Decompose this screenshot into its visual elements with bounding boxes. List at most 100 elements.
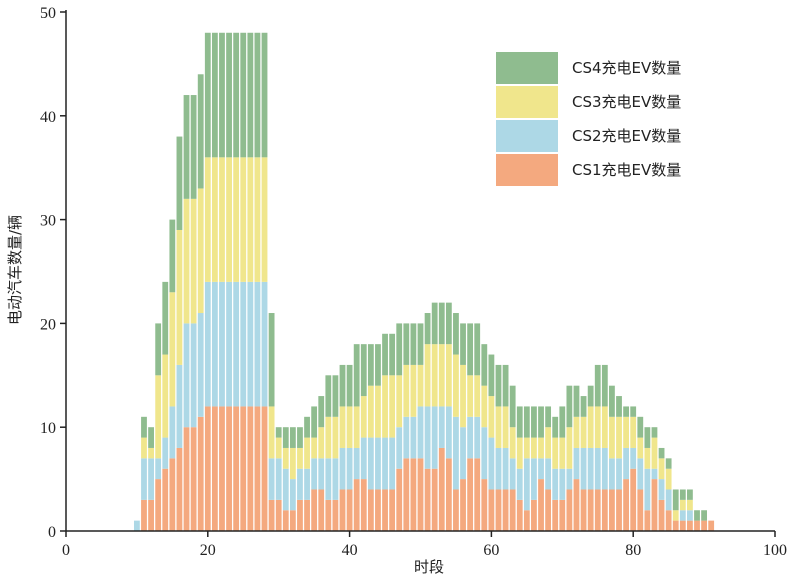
bar-cs2-x73 (580, 447, 587, 490)
bar-cs1-x57 (467, 458, 474, 531)
bar-cs2-x22 (219, 281, 225, 407)
bar-cs4-x34 (304, 416, 310, 438)
bar-cs4-x43 (367, 344, 374, 386)
bar-cs1-x62 (502, 489, 509, 531)
bar-cs2-x66 (531, 458, 537, 500)
bar-cs3-x54 (445, 344, 452, 407)
bar-cs2-x46 (389, 437, 396, 490)
bar-cs2-x45 (382, 437, 388, 490)
bar-cs3-x36 (318, 427, 325, 459)
bar-cs2-x70 (559, 468, 566, 500)
bar-cs3-x18 (190, 198, 197, 324)
bar-cs2-x48 (403, 416, 410, 459)
bar-cs4-x81 (637, 416, 644, 438)
bar-cs3-x65 (523, 437, 530, 459)
bar-cs1-x63 (509, 489, 516, 531)
x-tick-label: 0 (62, 542, 70, 559)
bar-cs4-x31 (282, 427, 289, 448)
bar-cs2-x26 (247, 281, 254, 407)
bar-cs4-x20 (204, 32, 211, 158)
bar-cs1-x33 (297, 499, 303, 531)
bar-cs2-x13 (155, 458, 162, 480)
bar-cs4-x65 (523, 406, 530, 438)
bar-cs3-x20 (204, 157, 211, 282)
bar-cs3-x57 (467, 375, 474, 417)
bar-cs3-x25 (240, 157, 247, 282)
bar-cs3-x82 (644, 447, 651, 469)
bar-cs4-x38 (332, 375, 339, 417)
bar-cs2-x41 (353, 447, 360, 480)
bar-cs2-x82 (644, 468, 651, 511)
bar-cs1-x68 (545, 489, 552, 531)
bar-cs2-x19 (197, 313, 204, 417)
bar-cs3-x74 (587, 406, 594, 448)
bar-cs1-x56 (460, 479, 466, 531)
bar-cs1-x16 (176, 447, 183, 531)
bar-cs4-x66 (531, 406, 537, 438)
bar-cs3-x11 (141, 437, 147, 459)
bar-cs1-x41 (353, 479, 360, 531)
bar-cs2-x79 (623, 447, 630, 480)
bar-cs1-x34 (304, 499, 310, 531)
bar-cs1-x40 (346, 489, 353, 531)
bar-cs4-x27 (254, 32, 261, 158)
bar-cs1-x91 (708, 520, 715, 531)
bar-cs3-x72 (573, 416, 580, 448)
bar-cs1-x32 (289, 510, 296, 531)
bar-cs2-x63 (509, 458, 516, 490)
bar-cs2-x51 (424, 406, 431, 469)
bar-cs1-x23 (226, 406, 232, 531)
bar-cs1-x46 (389, 489, 396, 531)
bar-cs4-x35 (311, 406, 318, 438)
bar-cs4-x49 (410, 323, 417, 365)
bar-cs3-x64 (516, 437, 523, 469)
bar-cs1-x60 (488, 489, 495, 531)
bar-cs2-x64 (516, 468, 523, 500)
bar-cs2-x77 (609, 458, 615, 490)
bar-cs1-x22 (219, 406, 225, 531)
bar-cs1-x15 (169, 458, 176, 531)
bar-cs3-x69 (552, 437, 559, 469)
legend: CS4充电EV数量 CS3充电EV数量 CS2充电EV数量 CS1充电EV数量 (496, 52, 681, 186)
bar-cs4-x51 (424, 313, 431, 345)
bar-cs3-x30 (275, 437, 282, 459)
bar-cs1-x44 (375, 489, 381, 531)
bar-cs3-x21 (211, 157, 218, 282)
bar-cs1-x72 (573, 479, 580, 531)
bar-cs4-x19 (197, 74, 204, 189)
bar-cs2-x24 (233, 281, 240, 407)
bar-cs4-x77 (609, 385, 615, 417)
bar-cs1-x83 (651, 479, 658, 531)
bar-cs4-x79 (623, 406, 630, 417)
bar-cs4-x28 (261, 32, 268, 158)
bar-cs2-x29 (268, 458, 275, 500)
bar-cs4-x45 (382, 333, 388, 376)
bar-cs3-x34 (304, 437, 310, 469)
x-tick-label: 40 (342, 542, 358, 559)
bar-cs1-x53 (438, 447, 445, 531)
bar-cs1-x69 (552, 499, 559, 531)
bar-cs1-x67 (538, 479, 544, 531)
bar-cs1-x89 (694, 520, 700, 531)
y-tick-label: 50 (40, 5, 56, 22)
bar-cs3-x68 (545, 427, 552, 459)
bar-cs1-x50 (417, 458, 424, 531)
bar-cs3-x62 (502, 406, 509, 448)
y-tick-label: 20 (40, 316, 56, 333)
bar-cs2-x27 (254, 281, 261, 407)
bar-cs3-x41 (353, 406, 360, 448)
bar-cs2-x11 (141, 458, 147, 500)
bar-cs3-x52 (431, 344, 438, 407)
bar-cs1-x11 (141, 499, 147, 531)
bar-cs3-x48 (403, 364, 410, 417)
bar-cs3-x31 (282, 447, 289, 469)
bar-cs1-x88 (687, 520, 693, 531)
bar-cs4-x76 (601, 364, 608, 407)
bar-cs4-x58 (474, 323, 481, 376)
bar-cs2-x88 (687, 510, 693, 521)
bar-cs3-x61 (495, 406, 502, 448)
bar-cs1-x77 (609, 489, 615, 531)
bar-cs3-x12 (148, 447, 154, 459)
bar-cs1-x73 (580, 489, 587, 531)
bar-cs3-x66 (531, 437, 537, 459)
